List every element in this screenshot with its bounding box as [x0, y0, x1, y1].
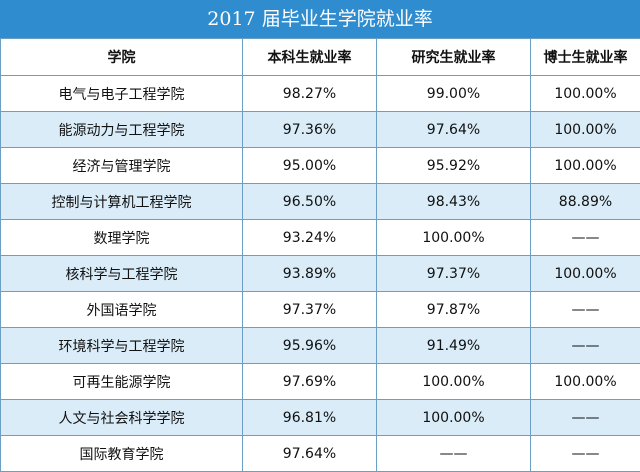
header-row: 学院 本科生就业率 研究生就业率 博士生就业率	[1, 39, 640, 76]
graduate-rate: 97.87%	[377, 292, 531, 328]
graduate-rate: ——	[377, 436, 531, 472]
doctoral-rate: ——	[531, 400, 640, 436]
undergraduate-rate: 96.81%	[243, 400, 377, 436]
college-name: 经济与管理学院	[1, 148, 243, 184]
doctoral-rate: 100.00%	[531, 256, 640, 292]
table-row: 数理学院 93.24% 100.00% ——	[1, 220, 640, 256]
undergraduate-rate: 97.37%	[243, 292, 377, 328]
college-name: 数理学院	[1, 220, 243, 256]
employment-rate-table: 学院 本科生就业率 研究生就业率 博士生就业率 电气与电子工程学院 98.27%…	[0, 38, 640, 472]
college-name: 电气与电子工程学院	[1, 76, 243, 112]
header-undergraduate-rate: 本科生就业率	[243, 39, 377, 76]
doctoral-rate: 100.00%	[531, 76, 640, 112]
table-row: 能源动力与工程学院 97.36% 97.64% 100.00%	[1, 112, 640, 148]
undergraduate-rate: 93.24%	[243, 220, 377, 256]
graduate-rate: 97.64%	[377, 112, 531, 148]
college-name: 核科学与工程学院	[1, 256, 243, 292]
table-row: 电气与电子工程学院 98.27% 99.00% 100.00%	[1, 76, 640, 112]
table-row: 可再生能源学院 97.69% 100.00% 100.00%	[1, 364, 640, 400]
graduate-rate: 99.00%	[377, 76, 531, 112]
graduate-rate: 100.00%	[377, 220, 531, 256]
doctoral-rate: ——	[531, 328, 640, 364]
graduate-rate: 97.37%	[377, 256, 531, 292]
undergraduate-rate: 96.50%	[243, 184, 377, 220]
doctoral-rate: ——	[531, 436, 640, 472]
table-row: 环境科学与工程学院 95.96% 91.49% ——	[1, 328, 640, 364]
doctoral-rate: ——	[531, 220, 640, 256]
college-name: 国际教育学院	[1, 436, 243, 472]
college-name: 人文与社会科学学院	[1, 400, 243, 436]
college-name: 能源动力与工程学院	[1, 112, 243, 148]
undergraduate-rate: 95.00%	[243, 148, 377, 184]
undergraduate-rate: 97.69%	[243, 364, 377, 400]
header-graduate-rate: 研究生就业率	[377, 39, 531, 76]
undergraduate-rate: 95.96%	[243, 328, 377, 364]
table-row: 控制与计算机工程学院 96.50% 98.43% 88.89%	[1, 184, 640, 220]
doctoral-rate: 100.00%	[531, 364, 640, 400]
undergraduate-rate: 93.89%	[243, 256, 377, 292]
graduate-rate: 98.43%	[377, 184, 531, 220]
doctoral-rate: 100.00%	[531, 148, 640, 184]
table-row: 人文与社会科学学院 96.81% 100.00% ——	[1, 400, 640, 436]
table-row: 国际教育学院 97.64% —— ——	[1, 436, 640, 472]
undergraduate-rate: 98.27%	[243, 76, 377, 112]
table-row: 经济与管理学院 95.00% 95.92% 100.00%	[1, 148, 640, 184]
table-row: 外国语学院 97.37% 97.87% ——	[1, 292, 640, 328]
undergraduate-rate: 97.64%	[243, 436, 377, 472]
graduate-rate: 100.00%	[377, 400, 531, 436]
header-doctoral-rate: 博士生就业率	[531, 39, 640, 76]
header-college: 学院	[1, 39, 243, 76]
doctoral-rate: 88.89%	[531, 184, 640, 220]
college-name: 外国语学院	[1, 292, 243, 328]
doctoral-rate: ——	[531, 292, 640, 328]
college-name: 环境科学与工程学院	[1, 328, 243, 364]
graduate-rate: 100.00%	[377, 364, 531, 400]
college-name: 可再生能源学院	[1, 364, 243, 400]
table-title: 2017 届毕业生学院就业率	[0, 0, 640, 38]
undergraduate-rate: 97.36%	[243, 112, 377, 148]
table-row: 核科学与工程学院 93.89% 97.37% 100.00%	[1, 256, 640, 292]
college-name: 控制与计算机工程学院	[1, 184, 243, 220]
graduate-rate: 95.92%	[377, 148, 531, 184]
doctoral-rate: 100.00%	[531, 112, 640, 148]
graduate-rate: 91.49%	[377, 328, 531, 364]
